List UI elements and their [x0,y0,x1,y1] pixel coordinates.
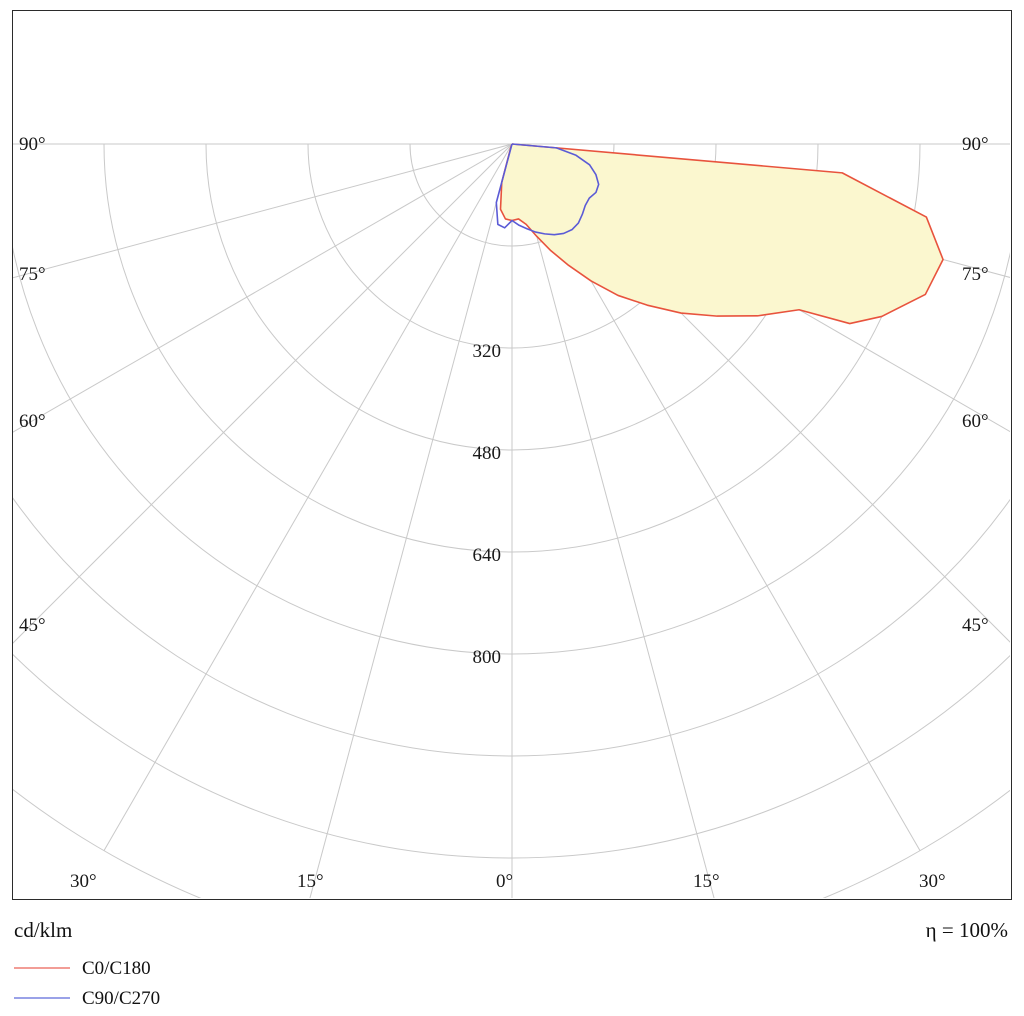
grid-spoke [13,143,513,279]
legend-swatch-c90-c270 [14,997,70,999]
legend-label-c0-c180: C0/C180 [82,957,151,979]
angle-label-left-75: 75° [19,264,46,285]
grid-spoke [511,143,715,898]
angle-label-right-90: 90° [962,134,989,155]
legend-item-c0-c180: C0/C180 [14,955,160,981]
series-curve-c0-c180 [499,143,944,325]
chart-footer: cd/klm η = 100% C0/C180 C90/C270 [0,900,1024,1016]
angle-label-right-75: 75° [962,264,989,285]
radial-label-480: 480 [472,443,502,464]
legend-item-c90-c270: C90/C270 [14,985,160,1011]
legend-label-c90-c270: C90/C270 [82,987,161,1009]
grid-spoke [13,143,513,433]
radial-label-800: 800 [472,647,502,668]
polar-diagram-svg [13,143,1010,898]
angle-label-left-90: 90° [19,134,46,155]
angle-label-left-45: 45° [19,615,46,636]
efficiency-label: η = 100% [925,918,1008,942]
series-curve-c90-c270 [495,143,600,236]
grid-spoke [13,143,513,644]
angle-label-bottom-15-left: 15° [297,871,324,892]
angle-label-bottom-30-right: 30° [919,871,946,892]
plot-area: 90° 75° 60° 45° 90° 75° 60° 45° 30° 15° … [12,10,1012,900]
angle-label-bottom-15-right: 15° [693,871,720,892]
distribution-fill [500,144,944,324]
distribution-curves [495,143,944,325]
legend-swatch-c0-c180 [14,967,70,969]
grid-spoke [309,143,513,898]
series-fill-c0-c180 [500,144,944,324]
angle-label-left-60: 60° [19,411,46,432]
angle-label-right-60: 60° [962,411,989,432]
radial-label-640: 640 [472,545,502,566]
legend: C0/C180 C90/C270 [14,955,160,1015]
angle-label-right-45: 45° [962,615,989,636]
unit-label: cd/klm [14,918,73,942]
angle-label-bottom-30-left: 30° [70,871,97,892]
radial-label-320: 320 [472,341,502,362]
grid-spoke [103,143,513,851]
angle-label-bottom-0: 0° [496,871,514,892]
